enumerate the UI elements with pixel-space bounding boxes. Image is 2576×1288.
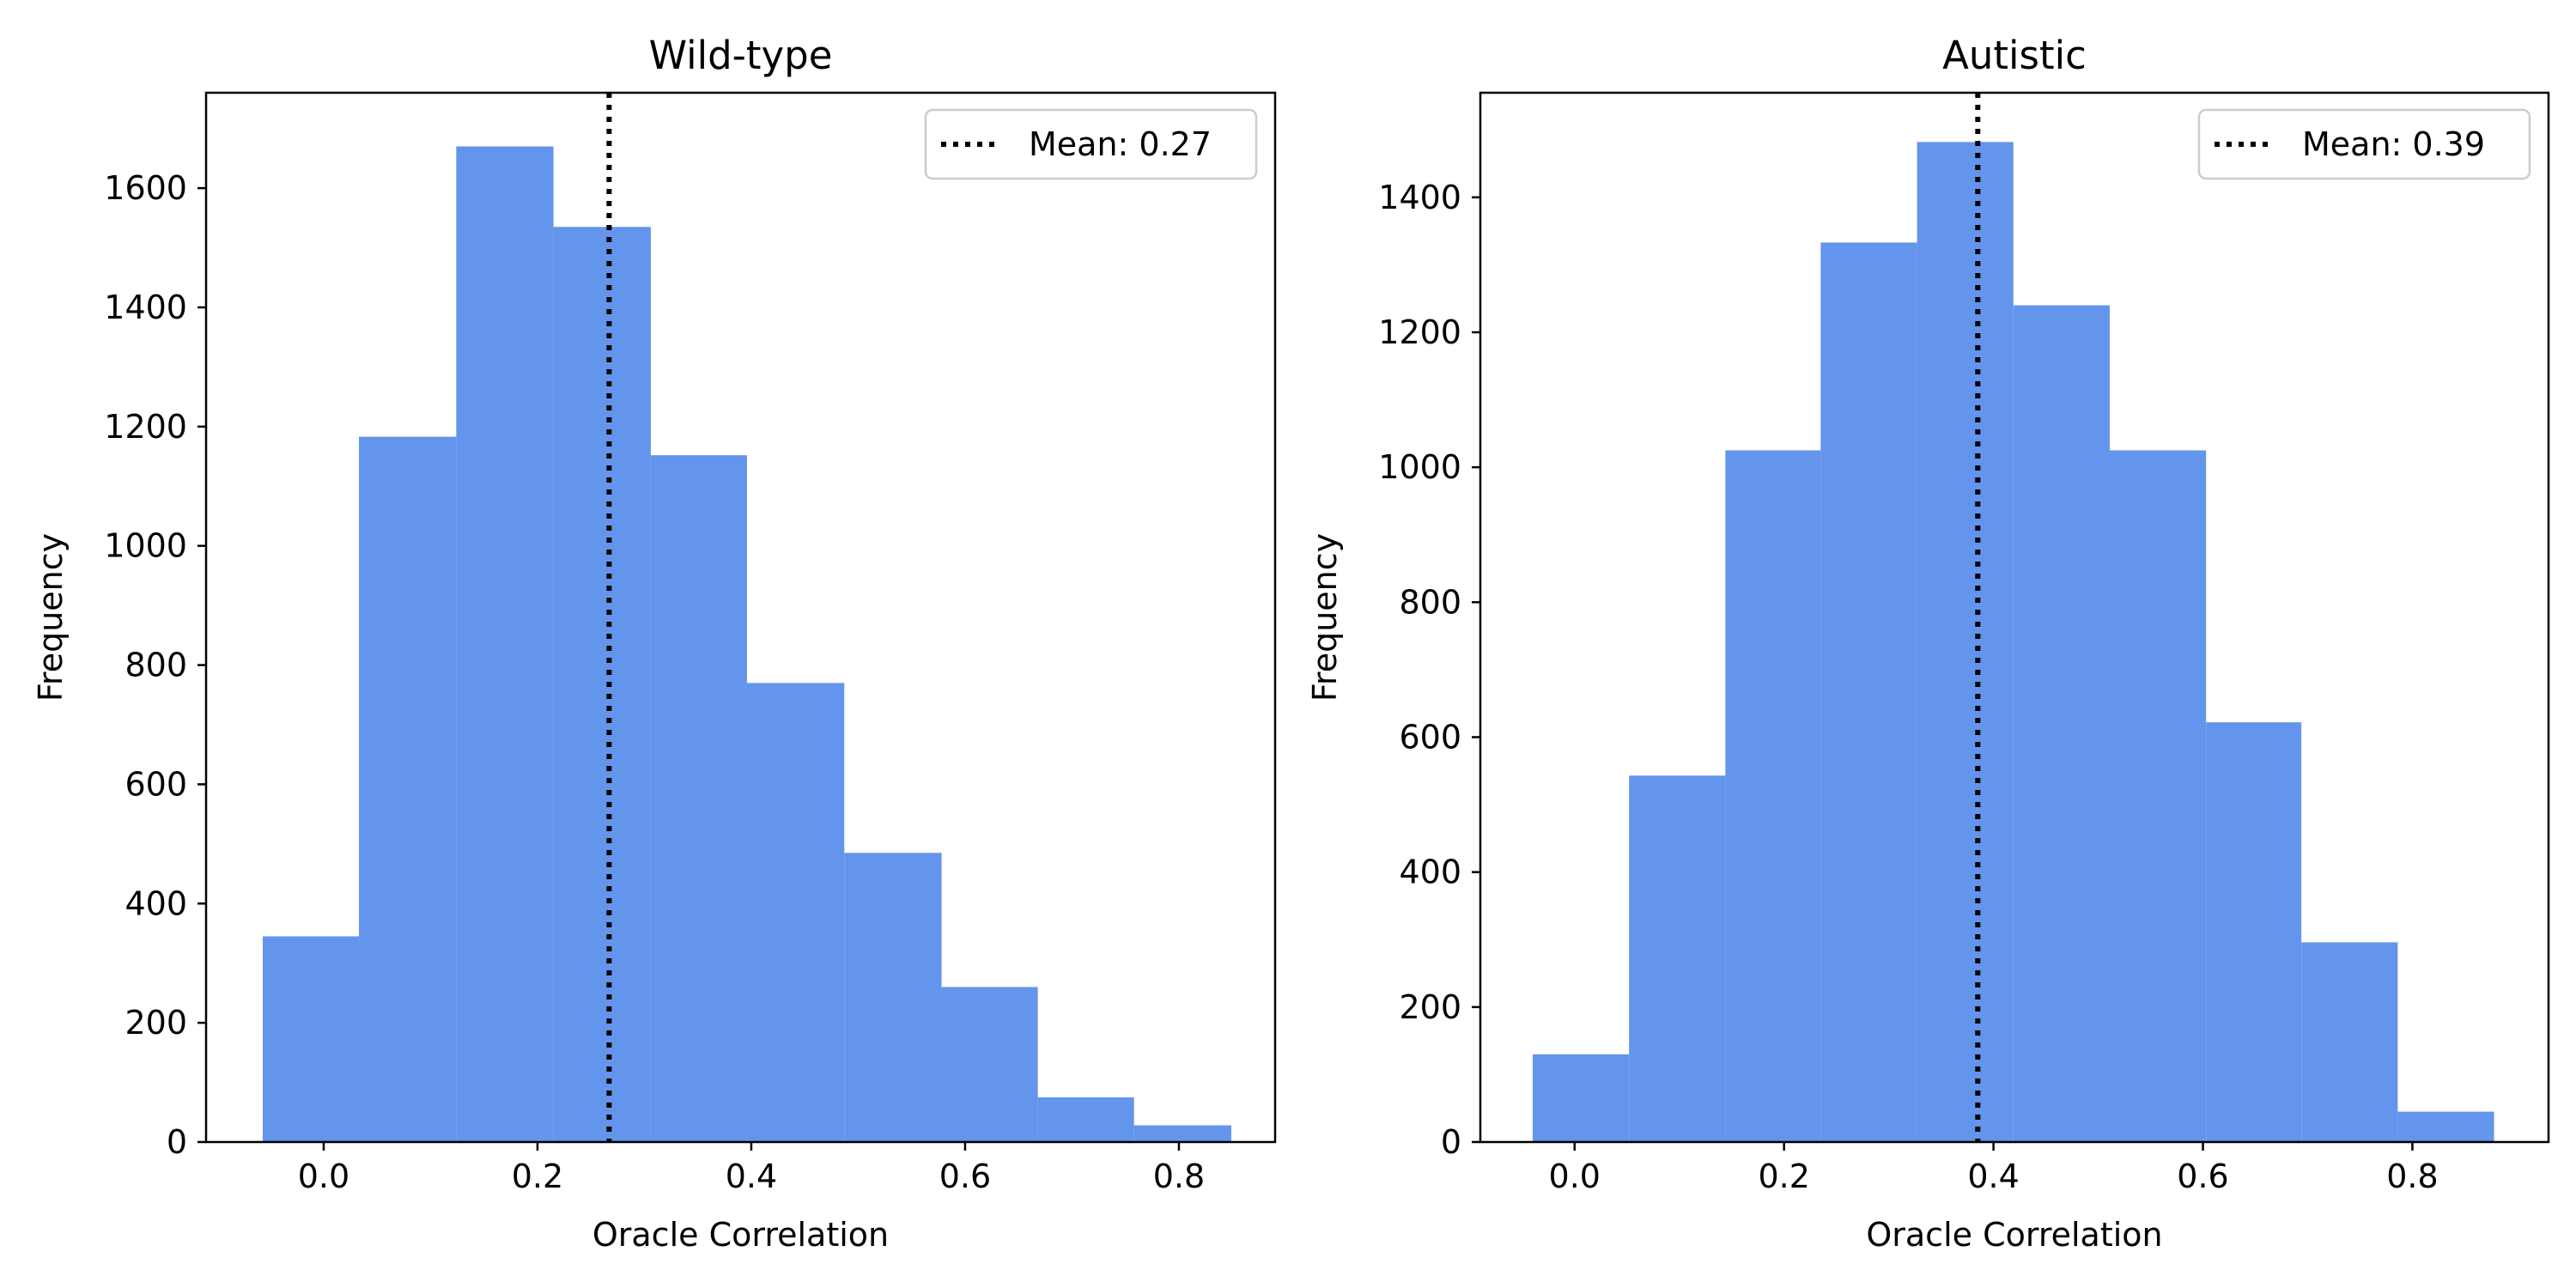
autistic-title: Autistic [1942, 33, 2087, 78]
wildtype-legend-box [924, 108, 1258, 180]
wildtype-ytick-label-6: 1200 [104, 408, 187, 446]
wildtype-xtick-label-2: 0.4 [726, 1157, 777, 1195]
autistic-bar-8 [2301, 942, 2398, 1142]
autistic-legend-label: Mean: 0.39 [2302, 125, 2485, 163]
wildtype-bar-4 [650, 455, 747, 1142]
wildtype-ylabel: Frequency [32, 533, 70, 702]
autistic-bar-9 [2397, 1111, 2494, 1142]
autistic-bar-6 [2109, 450, 2207, 1142]
autistic-xtick-label-4: 0.8 [2386, 1157, 2438, 1195]
wildtype-ytick-label-5: 1000 [104, 527, 187, 565]
wildtype-xtick-label-0: 0.0 [298, 1157, 349, 1195]
autistic-bar-4 [1917, 142, 2014, 1143]
autistic-ytick-label-4: 800 [1399, 583, 1461, 621]
autistic-bar-5 [2013, 305, 2110, 1142]
autistic-bar-1 [1629, 775, 1726, 1142]
autistic-xtick-label-2: 0.4 [1967, 1157, 2019, 1195]
autistic-xlabel: Oracle Correlation [1866, 1216, 2162, 1254]
autistic-ytick-label-2: 400 [1399, 854, 1461, 891]
autistic-ytick-label-5: 1000 [1378, 448, 1461, 486]
wildtype-bar-3 [553, 227, 651, 1143]
wildtype-bar-6 [844, 853, 942, 1142]
autistic-ylabel: Frequency [1306, 533, 1344, 702]
autistic-ytick-label-0: 0 [1441, 1123, 1461, 1161]
wildtype-ytick-label-1: 200 [125, 1004, 187, 1042]
autistic-bar-2 [1725, 450, 1821, 1142]
wildtype-xtick-label-4: 0.8 [1153, 1157, 1205, 1195]
autistic-xtick-label-3: 0.6 [2177, 1157, 2228, 1195]
autistic-xtick-label-0: 0.0 [1549, 1157, 1601, 1195]
wildtype-ytick-label-3: 600 [125, 765, 187, 803]
wildtype-bar-0 [262, 936, 360, 1142]
autistic-ytick-label-7: 1400 [1378, 179, 1461, 216]
wildtype-legend-label: Mean: 0.27 [1029, 125, 1212, 163]
autistic-legend-box [2197, 108, 2531, 180]
wildtype-axes-frame [204, 91, 1277, 1144]
autistic-axes-frame [1479, 91, 2550, 1144]
autistic-ytick-label-3: 600 [1399, 718, 1461, 756]
wildtype-ytick-label-0: 0 [167, 1123, 187, 1161]
wildtype-bar-8 [1037, 1097, 1134, 1142]
autistic-panel: 0.0 0.2 0.4 0.6 0.8 0 200 400 600 800 1000 1200 1400… [1306, 33, 2550, 1254]
wildtype-ytick-label-4: 800 [125, 647, 187, 684]
wildtype-title: Wild-type [649, 33, 833, 78]
wildtype-bar-7 [941, 987, 1038, 1142]
wildtype-panel: 0.0 0.2 0.4 0.6 0.8 0 200 400 600 800 1000 1200 1400… [32, 33, 1277, 1254]
wildtype-xlabel: Oracle Correlation [592, 1216, 889, 1254]
wildtype-ytick-label-2: 400 [125, 884, 187, 922]
autistic-bar-3 [1820, 242, 1917, 1142]
wildtype-bar-2 [456, 146, 554, 1142]
wildtype-xtick-label-3: 0.6 [939, 1157, 991, 1195]
autistic-legend: Mean: 0.39 [2197, 108, 2531, 180]
wildtype-legend: Mean: 0.27 [924, 108, 1258, 180]
wildtype-bar-9 [1133, 1125, 1231, 1142]
autistic-xtick-label-1: 0.2 [1758, 1157, 1809, 1195]
autistic-ytick-label-1: 200 [1399, 988, 1461, 1026]
autistic-bar-7 [2206, 722, 2302, 1142]
wildtype-ytick-label-7: 1400 [104, 289, 187, 326]
wildtype-bar-5 [746, 683, 845, 1142]
autistic-ytick-label-6: 1200 [1378, 313, 1461, 351]
wildtype-bar-1 [359, 436, 457, 1142]
wildtype-xtick-label-1: 0.2 [512, 1157, 563, 1195]
autistic-bar-0 [1532, 1054, 1630, 1142]
wildtype-ytick-label-8: 1600 [104, 169, 187, 207]
